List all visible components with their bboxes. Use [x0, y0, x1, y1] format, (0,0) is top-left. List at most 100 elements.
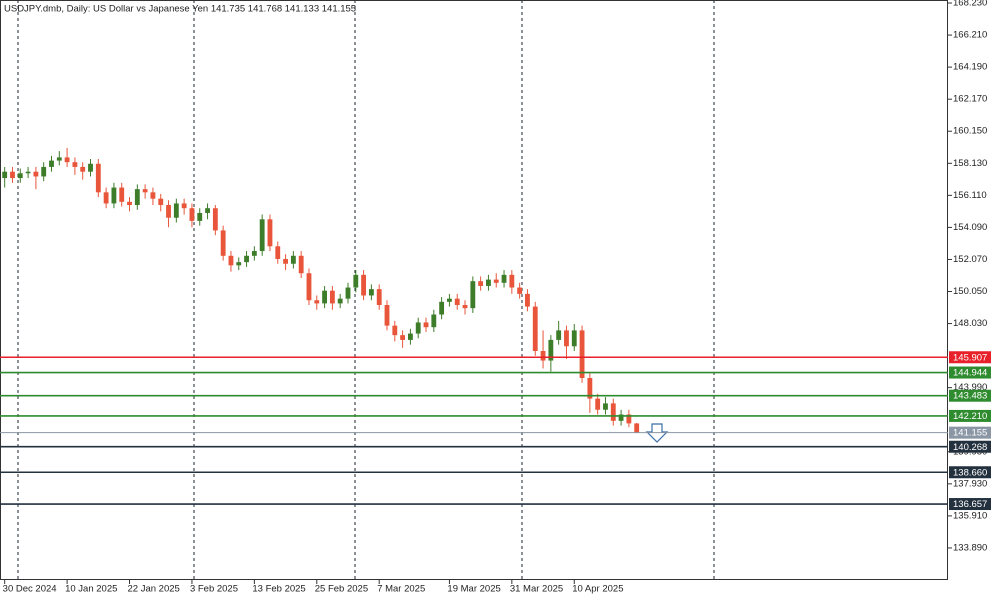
- candle-body: [244, 255, 249, 263]
- candle-body: [80, 166, 86, 172]
- candle-body: [400, 335, 406, 340]
- level-label: 143.483: [953, 391, 987, 402]
- x-tick-label: 3 Feb 2025: [190, 584, 238, 595]
- candle-body: [158, 198, 164, 206]
- candle-body: [119, 187, 125, 202]
- candle-body: [525, 293, 530, 307]
- candle-body: [595, 398, 601, 410]
- candle-body: [376, 289, 382, 305]
- candle-body: [337, 298, 343, 304]
- candle-body: [610, 403, 616, 421]
- candle-body: [540, 351, 546, 361]
- candle-body: [439, 301, 445, 315]
- candle-body: [166, 205, 171, 218]
- candle-body: [189, 208, 195, 221]
- plot-frame: [0, 0, 948, 580]
- candle-body: [314, 300, 320, 304]
- level-label-box: [949, 351, 991, 364]
- candle-body: [103, 192, 109, 204]
- level-label: 144.944: [953, 368, 987, 379]
- candle-body: [345, 287, 351, 299]
- candle-body: [220, 230, 226, 256]
- candle-body: [142, 189, 148, 193]
- y-tick-label: 133.890: [953, 542, 987, 553]
- candle-body: [392, 325, 398, 336]
- chart-title: USDJPY.dmb, Daily: US Dollar vs Japanese…: [4, 4, 356, 15]
- candle-body: [33, 171, 39, 177]
- candle-body: [415, 322, 421, 334]
- candle-body: [150, 192, 156, 199]
- candle-body: [127, 201, 132, 206]
- candle-body: [259, 219, 265, 252]
- candle-body: [275, 246, 281, 259]
- candle-body: [72, 162, 78, 167]
- candle-body: [64, 157, 70, 163]
- level-label-box: [949, 426, 991, 439]
- candle-body: [571, 330, 577, 347]
- candle-body: [587, 377, 593, 399]
- level-label: 142.210: [953, 411, 987, 422]
- candle-body: [626, 414, 632, 424]
- candle-body: [634, 423, 640, 433]
- candle-body: [111, 187, 117, 204]
- x-tick-label: 25 Feb 2025: [315, 584, 368, 595]
- y-tick-label: 162.170: [953, 94, 987, 105]
- candle-body: [509, 274, 515, 288]
- level-label: 141.155: [953, 428, 987, 439]
- level-label: 140.268: [953, 442, 987, 453]
- level-label-box: [949, 498, 991, 511]
- candle-body: [173, 203, 179, 218]
- x-tick-label: 7 Mar 2025: [377, 584, 425, 595]
- x-tick-label: 31 Mar 2025: [510, 584, 563, 595]
- y-tick-label: 135.910: [953, 510, 987, 521]
- y-tick-label: 137.930: [953, 478, 987, 489]
- candle-body: [517, 287, 523, 294]
- y-tick-label: 164.190: [953, 62, 987, 73]
- y-tick-label: 168.230: [953, 0, 987, 9]
- candle-body: [564, 330, 569, 347]
- y-tick-label: 160.150: [953, 126, 987, 137]
- x-tick-label: 30 Dec 2024: [3, 584, 57, 595]
- candle-body: [306, 273, 312, 301]
- candle-body: [236, 262, 242, 266]
- x-tick-label: 10 Apr 2025: [572, 584, 623, 595]
- candle-body: [501, 274, 507, 283]
- candle-body: [88, 163, 93, 172]
- candle-body: [407, 333, 413, 340]
- candle-body: [49, 160, 54, 167]
- candle-body: [25, 171, 31, 174]
- candle-body: [205, 208, 210, 213]
- level-label-box: [949, 466, 991, 479]
- candle-body: [361, 274, 367, 296]
- y-tick-label: 152.070: [953, 254, 987, 265]
- x-tick-label: 22 Jan 2025: [128, 584, 180, 595]
- y-tick-label: 154.090: [953, 222, 987, 233]
- candle-body: [462, 304, 468, 309]
- candle-body: [322, 290, 328, 304]
- candle-body: [290, 255, 296, 264]
- y-tick-label: 166.210: [953, 30, 987, 41]
- candle-body: [197, 212, 203, 221]
- candle-body: [384, 304, 390, 326]
- candle-body: [548, 339, 554, 361]
- candle-body: [251, 251, 257, 256]
- candle-body: [423, 322, 429, 328]
- candle-body: [17, 173, 23, 179]
- candle-body: [41, 166, 47, 177]
- candle-body: [95, 163, 101, 193]
- level-label: 136.657: [953, 499, 987, 510]
- candle-body: [603, 403, 608, 410]
- candle-body: [10, 171, 15, 179]
- candle-body: [478, 281, 484, 286]
- candle-body: [329, 290, 335, 304]
- candle-body: [283, 258, 288, 264]
- candle-body: [431, 314, 437, 328]
- candle-body: [181, 203, 187, 209]
- candle-body: [228, 255, 234, 266]
- candle-body: [298, 255, 304, 274]
- candle-body: [353, 274, 359, 288]
- candle-body: [56, 157, 62, 161]
- y-tick-label: 143.990: [953, 382, 987, 393]
